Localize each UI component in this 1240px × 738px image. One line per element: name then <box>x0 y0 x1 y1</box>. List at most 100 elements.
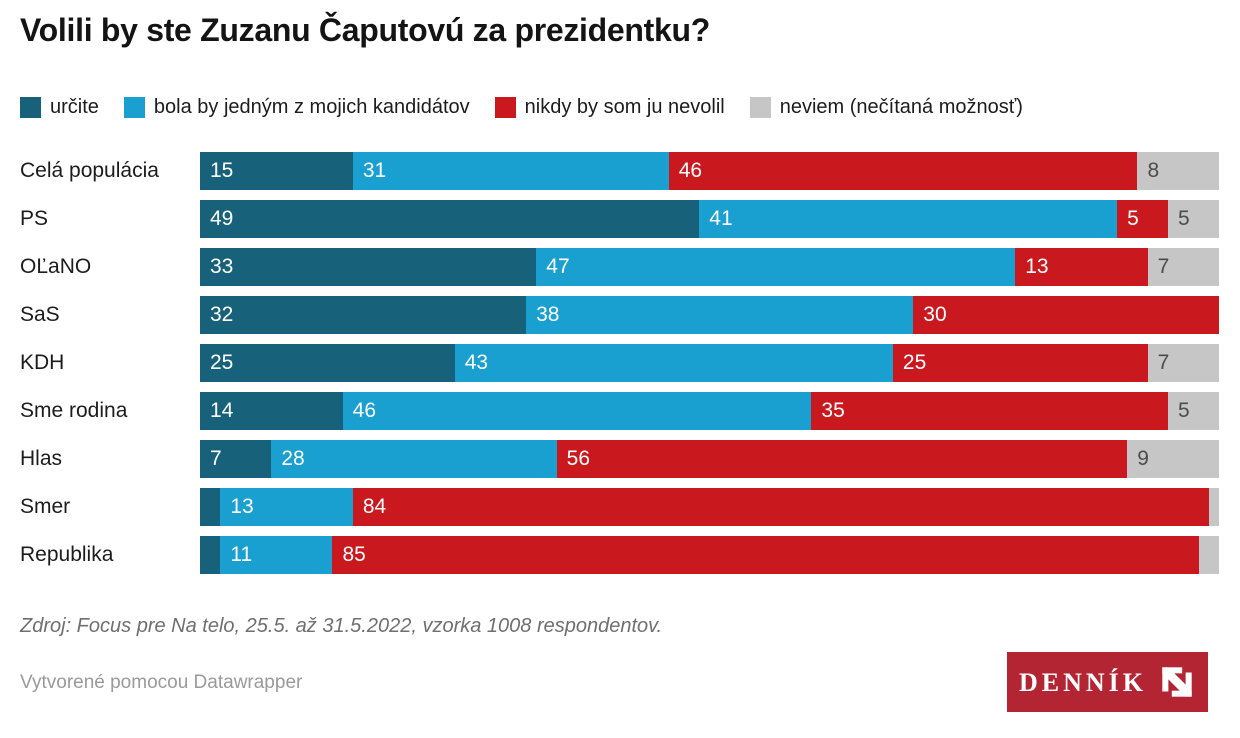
bar-segment-certain <box>200 536 221 574</box>
bar-value-label: 13 <box>1025 255 1049 278</box>
bar-value-label: 5 <box>1178 399 1190 422</box>
legend: určite bola by jedným z mojich kandidátov… <box>20 96 1023 119</box>
bar-segment-never: 5 <box>1117 200 1169 238</box>
bar-value-label: 43 <box>464 351 489 374</box>
bar-value-label: 46 <box>352 399 377 422</box>
bar-segment-certain: 7 <box>200 440 272 478</box>
category-label: Republika <box>20 543 114 566</box>
bar-value-label: 35 <box>821 399 845 422</box>
legend-item-dontknow: neviem (nečítaná možnosť) <box>749 96 1023 119</box>
category-row: Smer 13 84 <box>0 488 1219 526</box>
bar-value-label: 25 <box>210 351 234 374</box>
category-label: Sme rodina <box>20 399 128 422</box>
bar-value-label: 46 <box>678 159 703 182</box>
legend-label: nikdy by som ju nevolil <box>524 96 725 118</box>
legend-label: určite <box>50 96 99 118</box>
bar-segment-certain: 15 <box>200 152 353 190</box>
bar-segment-dontknow: 7 <box>1147 248 1219 286</box>
bar-segment-never: 13 <box>1015 248 1148 286</box>
bar-value-label: 14 <box>210 399 234 422</box>
category-label: SaS <box>20 303 60 326</box>
bar-group: 25 43 25 7 <box>200 344 1219 382</box>
bar-segment-never: 46 <box>668 152 1138 190</box>
bar-segment-candidate: 28 <box>271 440 557 478</box>
bar-value-label: 41 <box>709 207 733 230</box>
bar-segment-certain <box>200 488 221 526</box>
bar-value-label: 38 <box>536 303 560 326</box>
bar-segment-candidate: 38 <box>526 296 914 334</box>
bar-segment-dontknow: 9 <box>1127 440 1219 478</box>
legend-swatch-certain-icon <box>20 97 41 118</box>
legend-item-candidate: bola by jedným z mojich kandidátov <box>123 96 470 119</box>
bar-value-label: 5 <box>1178 207 1190 230</box>
bar-group: 13 84 <box>200 488 1219 526</box>
legend-item-never: nikdy by som ju nevolil <box>494 96 725 119</box>
category-row: SaS 32 38 30 <box>0 296 1219 334</box>
category-label: KDH <box>20 351 65 374</box>
category-row: Celá populácia 15 31 46 8 <box>0 152 1219 190</box>
bar-segment-never: 56 <box>556 440 1128 478</box>
legend-label: bola by jedným z mojich kandidátov <box>153 96 470 118</box>
bar-group: 14 46 35 5 <box>200 392 1219 430</box>
bar-segment-candidate: 46 <box>342 392 812 430</box>
bar-segment-certain: 14 <box>200 392 343 430</box>
bar-segment-candidate: 13 <box>220 488 353 526</box>
bar-value-label: 30 <box>923 303 947 326</box>
bar-value-label: 9 <box>1137 447 1149 470</box>
legend-swatch-never-icon <box>494 97 516 118</box>
category-label: Hlas <box>20 447 63 470</box>
bar-segment-candidate: 47 <box>536 248 1016 286</box>
bar-group: 7 28 56 9 <box>200 440 1219 478</box>
bar-segment-never: 84 <box>352 488 1209 526</box>
bar-value-label: 85 <box>342 543 366 566</box>
bar-value-label: 7 <box>1157 255 1170 278</box>
chart-title: Volili by ste Zuzanu Čaputovú za prezide… <box>20 12 710 48</box>
category-label: OĽaNO <box>20 255 92 278</box>
bar-group: 11 85 <box>200 536 1219 574</box>
bar-segment-never: 30 <box>913 296 1219 334</box>
bar-segment-candidate: 11 <box>220 536 333 574</box>
bar-segment-never: 85 <box>332 536 1199 574</box>
category-row: Republika 11 85 <box>0 536 1219 574</box>
bar-value-label: 49 <box>210 207 234 230</box>
bar-segment-dontknow: 8 <box>1137 152 1219 190</box>
category-row: KDH 25 43 25 7 <box>0 344 1219 382</box>
bar-group: 32 38 30 <box>200 296 1219 334</box>
datawrapper-attribution-link[interactable]: Vytvorené pomocou Datawrapper <box>20 672 303 693</box>
bar-segment-certain: 32 <box>200 296 527 334</box>
bar-group: 49 41 5 5 <box>200 200 1219 238</box>
stacked-bar-chart: Celá populácia 15 31 46 8 PS 49 41 5 5 OĽaNO 33 47 13… <box>0 152 1219 584</box>
bar-segment-dontknow: 5 <box>1168 392 1219 430</box>
bar-group: 15 31 46 8 <box>200 152 1219 190</box>
bar-value-label: 15 <box>210 159 234 182</box>
bar-segment-candidate: 41 <box>699 200 1118 238</box>
dennik-n-logo: DENNÍK <box>1007 652 1208 712</box>
bar-segment-dontknow <box>1208 488 1219 526</box>
bar-value-label: 7 <box>210 447 222 470</box>
category-label: Celá populácia <box>20 159 159 182</box>
legend-swatch-candidate-icon <box>123 97 145 118</box>
bar-value-label: 32 <box>210 303 234 326</box>
bar-value-label: 33 <box>210 255 234 278</box>
category-label: PS <box>20 207 49 230</box>
dennik-n-logo-icon <box>1162 667 1192 697</box>
bar-segment-certain: 49 <box>200 200 700 238</box>
bar-value-label: 84 <box>362 495 387 518</box>
legend-label: neviem (nečítaná možnosť) <box>779 96 1023 118</box>
bar-segment-candidate: 31 <box>352 152 669 190</box>
category-row: Sme rodina 14 46 35 5 <box>0 392 1219 430</box>
bar-value-label: 25 <box>902 351 927 374</box>
bar-segment-dontknow: 5 <box>1168 200 1219 238</box>
bar-value-label: 56 <box>566 447 590 470</box>
bar-value-label: 11 <box>230 543 253 566</box>
bar-segment-certain: 33 <box>200 248 537 286</box>
bar-segment-dontknow <box>1198 536 1219 574</box>
bar-value-label: 8 <box>1147 159 1160 182</box>
category-row: OĽaNO 33 47 13 7 <box>0 248 1219 286</box>
bar-value-label: 5 <box>1127 207 1139 230</box>
bar-value-label: 47 <box>546 255 570 278</box>
category-row: PS 49 41 5 5 <box>0 200 1219 238</box>
bar-segment-dontknow: 7 <box>1147 344 1219 382</box>
bar-segment-never: 35 <box>811 392 1169 430</box>
